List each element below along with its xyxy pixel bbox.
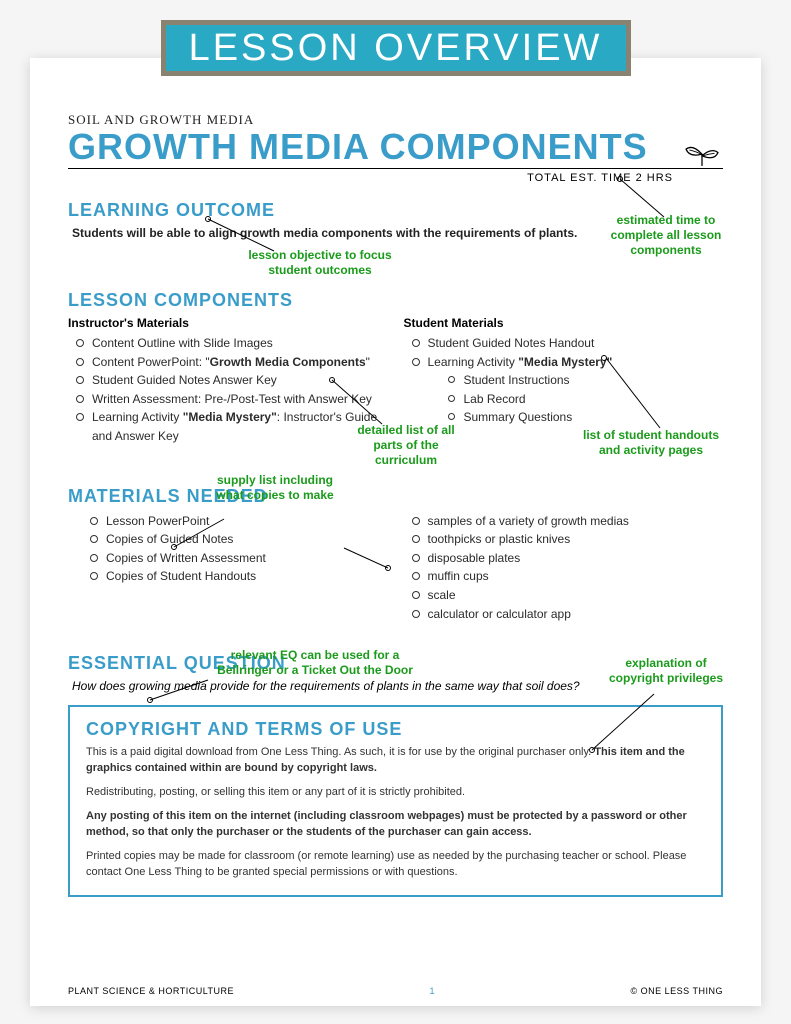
list-item: Lab Record <box>448 390 724 409</box>
list-item: Content Outline with Slide Images <box>74 334 388 353</box>
instructor-list: Content Outline with Slide Images Conten… <box>68 334 388 446</box>
page-title: GROWTH MEDIA COMPONENTS <box>68 126 681 168</box>
estimated-time: TOTAL EST. TIME 2 HRS <box>68 172 673 184</box>
lesson-components-heading: LESSON COMPONENTS <box>68 290 723 311</box>
list-item: toothpicks or plastic knives <box>410 530 724 549</box>
list-item: Copies of Written Assessment <box>88 549 388 568</box>
learning-outcome-text: Students will be able to align growth me… <box>68 226 723 240</box>
list-item: Copies of Guided Notes <box>88 530 388 549</box>
list-item: samples of a variety of growth medias <box>410 512 724 531</box>
list-item: Learning Activity "Media Mystery" Studen… <box>410 353 724 427</box>
title-row: GROWTH MEDIA COMPONENTS <box>68 126 723 169</box>
lesson-page: SOIL AND GROWTH MEDIA GROWTH MEDIA COMPO… <box>30 58 761 1006</box>
footer-left: PLANT SCIENCE & HORTICULTURE <box>68 986 234 996</box>
copyright-p4: Printed copies may be made for classroom… <box>86 849 705 881</box>
materials-left: Lesson PowerPoint Copies of Guided Notes… <box>68 512 388 624</box>
student-list: Student Guided Notes Handout Learning Ac… <box>404 334 724 427</box>
list-item: muffin cups <box>410 567 724 586</box>
student-sublist: Student Instructions Lab Record Summary … <box>428 371 724 427</box>
list-item: Written Assessment: Pre-/Post-Test with … <box>74 390 388 409</box>
essential-question-heading: ESSENTIAL QUESTION <box>68 653 723 674</box>
list-item: calculator or calculator app <box>410 605 724 624</box>
student-column: Student Materials Student Guided Notes H… <box>404 316 724 446</box>
list-item: disposable plates <box>410 549 724 568</box>
list-item: Student Guided Notes Handout <box>410 334 724 353</box>
list-item: Lesson PowerPoint <box>88 512 388 531</box>
sprout-icon <box>681 140 723 170</box>
copyright-p3: Any posting of this item on the internet… <box>86 809 705 841</box>
page-footer: PLANT SCIENCE & HORTICULTURE 1 © ONE LES… <box>68 986 723 996</box>
copyright-p1: This is a paid digital download from One… <box>86 745 705 777</box>
banner-text: LESSON OVERVIEW <box>189 27 603 70</box>
materials-right: samples of a variety of growth medias to… <box>404 512 724 624</box>
list-item: Learning Activity "Media Mystery": Instr… <box>74 408 388 445</box>
footer-right: © ONE LESS THING <box>630 986 723 996</box>
materials-columns: Lesson PowerPoint Copies of Guided Notes… <box>68 512 723 624</box>
instructor-heading: Instructor's Materials <box>68 316 388 330</box>
copyright-box: COPYRIGHT AND TERMS OF USE This is a pai… <box>68 705 723 897</box>
copyright-heading: COPYRIGHT AND TERMS OF USE <box>86 719 705 740</box>
list-item: Copies of Student Handouts <box>88 567 388 586</box>
copyright-p2: Redistributing, posting, or selling this… <box>86 785 705 801</box>
student-heading: Student Materials <box>404 316 724 330</box>
materials-heading: MATERIALS NEEDED <box>68 486 723 507</box>
essential-question-text: How does growing media provide for the r… <box>68 679 723 693</box>
callout-objective: lesson objective to focus student outcom… <box>240 248 400 278</box>
footer-page: 1 <box>430 986 436 996</box>
list-item: Summary Questions <box>448 408 724 427</box>
list-item: Student Guided Notes Answer Key <box>74 371 388 390</box>
header-banner: LESSON OVERVIEW <box>161 20 631 76</box>
instructor-column: Instructor's Materials Content Outline w… <box>68 316 388 446</box>
list-item: scale <box>410 586 724 605</box>
lesson-components-columns: Instructor's Materials Content Outline w… <box>68 316 723 446</box>
list-item: Student Instructions <box>448 371 724 390</box>
list-item: Content PowerPoint: "Growth Media Compon… <box>74 353 388 372</box>
learning-outcome-heading: LEARNING OUTCOME <box>68 200 723 221</box>
